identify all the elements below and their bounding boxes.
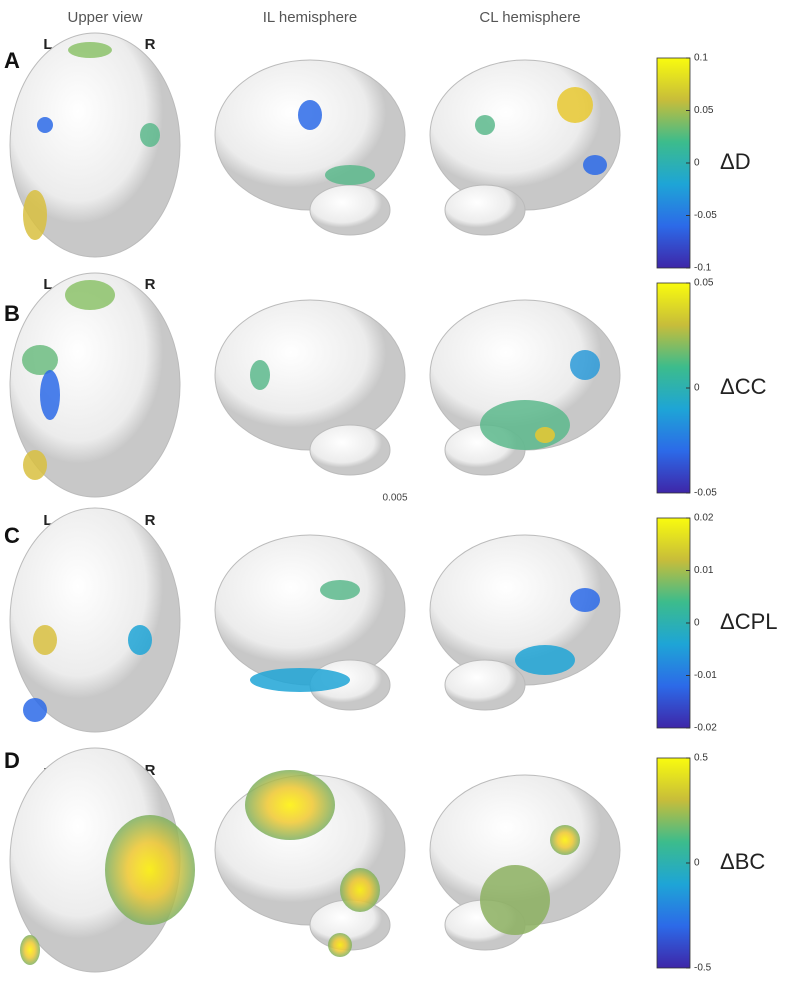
activation-blob (40, 370, 60, 420)
colorbar-tick-label: 0.02 (694, 513, 714, 524)
activation-blob (105, 815, 195, 925)
activation-blob (570, 588, 600, 612)
colorbar-label: ΔCPL (720, 609, 778, 634)
colorbar-tick-label: 0 (694, 858, 700, 869)
colorbar-tick-label: -0.02 (694, 723, 717, 734)
colorbar-label: ΔCC (720, 374, 767, 399)
activation-blob (23, 450, 47, 480)
colorbar-tick-label: 0 (694, 383, 700, 394)
activation-blob (320, 580, 360, 600)
column-header: Upper view (67, 9, 142, 26)
column-header: IL hemisphere (263, 9, 358, 26)
colorbar-tick-label: 0.5 (694, 753, 708, 764)
activation-blob (22, 345, 58, 375)
activation-blob (298, 100, 322, 130)
activation-blob (570, 350, 600, 380)
activation-blob (480, 400, 570, 450)
colorbar-tick-label: 0 (694, 618, 700, 629)
brain-upper-view (9, 32, 181, 258)
activation-blob (140, 123, 160, 147)
activation-blob (128, 625, 152, 655)
activation-blob (33, 625, 57, 655)
brain-lateral-view (214, 59, 406, 211)
brain-lateral-view (214, 299, 406, 451)
colorbar-label: ΔD (720, 149, 751, 174)
colorbar-tick-label: 0.05 (694, 105, 714, 116)
brain-upper-view (9, 507, 181, 733)
colorbar-tick-label: 0.01 (694, 565, 714, 576)
panel-letter: D (4, 748, 20, 773)
cerebellum (309, 424, 391, 476)
colorbar (656, 57, 691, 269)
brain-upper-view (9, 272, 181, 498)
activation-blob (20, 935, 40, 965)
activation-blob (23, 698, 47, 722)
activation-blob (37, 117, 53, 133)
hemisphere-right: R (145, 36, 156, 53)
activation-blob (535, 427, 555, 443)
activation-blob (550, 825, 580, 855)
activation-blob (23, 190, 47, 240)
hemisphere-left: L (43, 36, 52, 53)
colorbar-tick-label: -0.5 (694, 963, 712, 974)
hemisphere-left: L (43, 512, 52, 529)
activation-blob (325, 165, 375, 185)
hemisphere-left: L (43, 276, 52, 293)
colorbar-tick-label: 0 (694, 158, 700, 169)
colorbar-tick-label: 0.05 (694, 278, 714, 289)
hemisphere-right: R (145, 512, 156, 529)
colorbar-tick-label: -0.05 (694, 210, 717, 221)
colorbar (656, 517, 691, 729)
colorbar-tick-label: -0.1 (694, 263, 712, 274)
colorbar-label: ΔBC (720, 849, 765, 874)
activation-blob (68, 42, 112, 58)
colorbar (656, 757, 691, 969)
cerebellum (444, 659, 526, 711)
column-header: CL hemisphere (479, 9, 580, 26)
activation-blob (480, 865, 550, 935)
activation-blob (557, 87, 593, 123)
colorbar-tick-label: -0.01 (694, 670, 717, 681)
panel-letter: C (4, 523, 20, 548)
brain-lateral-view (429, 59, 621, 211)
activation-blob (245, 770, 335, 840)
panel-letter: B (4, 301, 20, 326)
activation-blob (340, 868, 380, 912)
activation-blob (583, 155, 607, 175)
brain-lateral-view (214, 534, 406, 686)
panel-letter: A (4, 48, 20, 73)
hemisphere-right: R (145, 276, 156, 293)
colorbar-tick-label: -0.05 (694, 488, 717, 499)
activation-blob (515, 645, 575, 675)
colorbar-tick-label: 0.1 (694, 53, 708, 64)
activation-blob (65, 280, 115, 310)
activation-blob (475, 115, 495, 135)
activation-blob (250, 668, 350, 692)
activation-blob (328, 933, 352, 957)
colorbar (656, 282, 691, 494)
activation-blob (250, 360, 270, 390)
cerebellum (444, 184, 526, 236)
hemisphere-right: R (145, 762, 156, 779)
annotation: 0.005 (382, 493, 407, 504)
cerebellum (309, 184, 391, 236)
